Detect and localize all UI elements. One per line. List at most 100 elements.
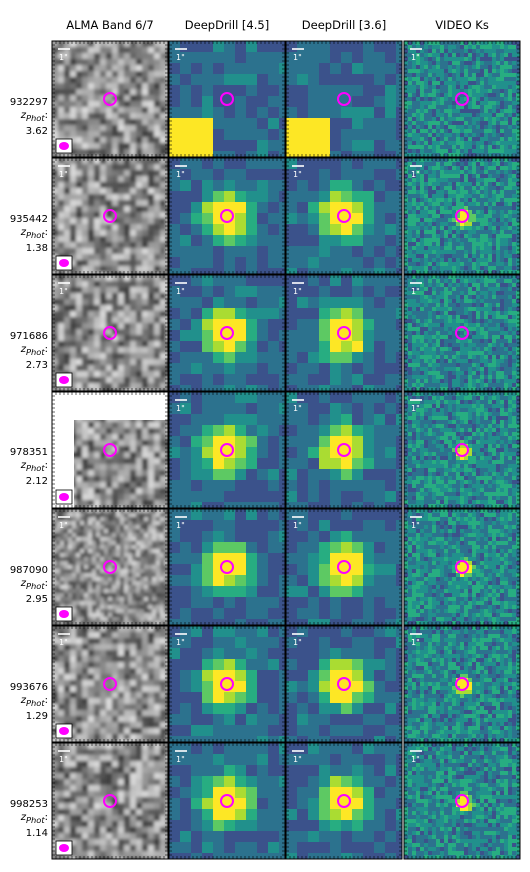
scale-bar-label: 1" [293,170,302,179]
cutout-ch1-987090: 1" [285,508,403,626]
zphot: zPhot: 2.12 [20,460,48,487]
source-id: 932297 [9,97,48,108]
col-header-ks: VIDEO Ks [435,18,489,32]
source-id: 971686 [9,331,48,342]
scale-bar-label: 1" [59,521,68,530]
source-id: 935442 [9,214,48,225]
scale-bar-label: 1" [59,404,68,413]
scale-bar-label: 1" [176,53,185,62]
scale-bar-label: 1" [176,287,185,296]
scale-bar-label: 1" [293,287,302,296]
cutout-alma-993676: 1" [51,625,169,743]
cutout-alma-935442: 1" [51,157,169,275]
scale-bar-label: 1" [411,638,420,647]
scale-bar-label: 1" [293,521,302,530]
source-id: 998253 [9,799,48,810]
scale-bar-label: 1" [293,755,302,764]
cutout-alma-998253: 1" [51,742,169,860]
cutout-ch2-987090: 1" [168,508,286,626]
cutout-ch2-935442: 1" [168,157,286,275]
scale-bar-label: 1" [411,170,420,179]
zphot: zPhot: 2.95 [20,578,48,605]
source-marker [103,560,117,574]
cutout-ch2-971686: 1" [168,274,286,392]
source-id: 987090 [9,565,48,576]
source-marker [220,677,234,691]
source-marker [103,677,117,691]
source-marker [220,794,234,808]
source-marker [455,326,469,340]
source-marker [455,560,469,574]
cutout-ch1-932297: 1" [285,40,403,158]
cutout-ks-932297: 1" [403,40,521,158]
scale-bar-label: 1" [293,638,302,647]
row-label: 987090 zPhot: 2.95 [0,564,48,606]
zphot: zPhot: 2.73 [20,344,48,371]
source-marker [337,677,351,691]
scale-bar-label: 1" [176,170,185,179]
source-marker [337,794,351,808]
row-label: 935442 zPhot: 1.38 [0,213,48,255]
source-marker [220,560,234,574]
row-label: 932297 zPhot: 3.62 [0,96,48,138]
cutout-alma-978351: 1" [51,391,169,509]
scale-bar-label: 1" [59,53,68,62]
source-marker [103,326,117,340]
source-marker [220,326,234,340]
source-marker [220,209,234,223]
source-marker [337,209,351,223]
scale-bar-label: 1" [293,404,302,413]
source-marker [455,92,469,106]
row-label: 993676 zPhot: 1.29 [0,681,48,723]
zphot: zPhot: 1.38 [20,227,48,254]
scale-bar-label: 1" [411,755,420,764]
scale-bar-label: 1" [293,53,302,62]
zphot: zPhot: 1.29 [20,695,48,722]
source-marker [337,560,351,574]
cutout-ch1-993676: 1" [285,625,403,743]
zphot: zPhot: 3.62 [20,110,48,137]
cutout-ks-993676: 1" [403,625,521,743]
scale-bar-label: 1" [176,521,185,530]
source-marker [337,92,351,106]
cutout-alma-932297: 1" [51,40,169,158]
cutout-ch2-993676: 1" [168,625,286,743]
row-label: 998253 zPhot: 1.14 [0,798,48,840]
row-label: 978351 zPhot: 2.12 [0,446,48,488]
source-marker [220,443,234,457]
source-id: 978351 [9,447,48,458]
col-header-ch1: DeepDrill [3.6] [301,18,387,32]
scale-bar-label: 1" [59,755,68,764]
col-header-alma: ALMA Band 6/7 [66,18,154,32]
source-marker [337,443,351,457]
scale-bar-label: 1" [59,638,68,647]
cutout-ch1-978351: 1" [285,391,403,509]
source-marker [337,326,351,340]
scale-bar-label: 1" [411,521,420,530]
scale-bar-label: 1" [411,287,420,296]
source-id: 993676 [9,682,48,693]
source-marker [103,443,117,457]
cutout-ch2-978351: 1" [168,391,286,509]
cutout-ch2-932297: 1" [168,40,286,158]
scale-bar-label: 1" [176,638,185,647]
source-marker [455,209,469,223]
row-label: 971686 zPhot: 2.73 [0,330,48,372]
zphot: zPhot: 1.14 [20,812,48,839]
scale-bar-label: 1" [59,170,68,179]
cutout-ks-935442: 1" [403,157,521,275]
scale-bar-label: 1" [411,53,420,62]
source-marker [103,92,117,106]
cutout-ch2-998253: 1" [168,742,286,860]
cutout-ch1-935442: 1" [285,157,403,275]
cutout-alma-987090: 1" [51,508,169,626]
scale-bar-label: 1" [59,287,68,296]
cutout-alma-971686: 1" [51,274,169,392]
cutout-ks-987090: 1" [403,508,521,626]
scale-bar-label: 1" [411,404,420,413]
scale-bar-label: 1" [176,404,185,413]
source-marker [103,209,117,223]
col-header-ch2: DeepDrill [4.5] [184,18,270,32]
source-marker [103,794,117,808]
